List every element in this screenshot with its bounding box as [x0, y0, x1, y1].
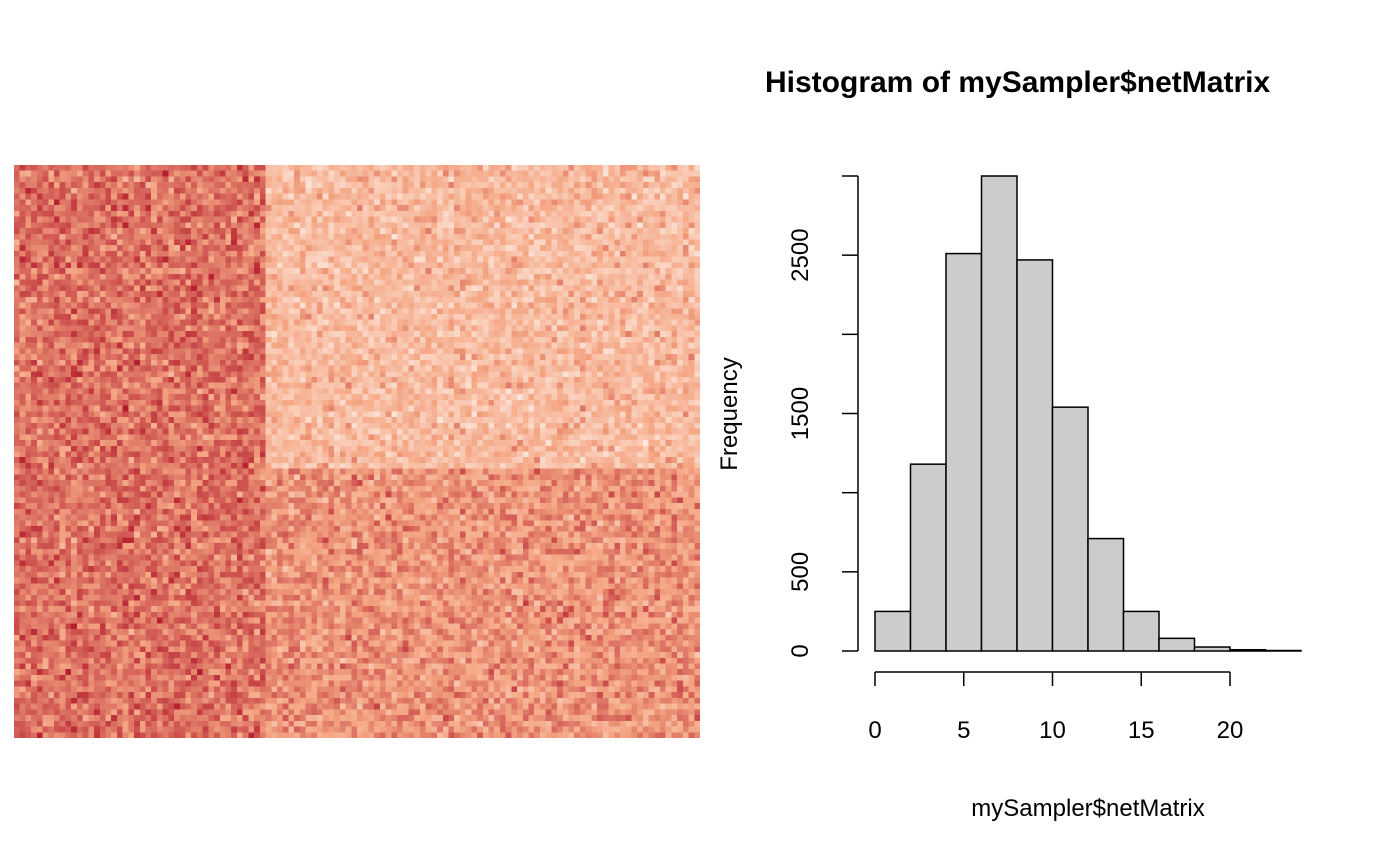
- histogram-bar: [874, 610, 912, 652]
- histogram-bar: [1051, 406, 1089, 652]
- y-tick-label: 0: [787, 644, 814, 657]
- histogram-bar: [1122, 610, 1160, 652]
- y-axis-label: Frequency: [716, 357, 743, 470]
- histogram-bar: [1193, 646, 1231, 652]
- histogram-bar: [909, 463, 947, 652]
- y-tick-label: 2500: [787, 228, 814, 281]
- x-tick-label: 20: [1217, 717, 1244, 744]
- histogram-bar: [1016, 259, 1054, 652]
- heatmap-canvas: [14, 165, 700, 738]
- x-tick-label: 10: [1039, 717, 1066, 744]
- y-tick-label: 1500: [787, 387, 814, 440]
- x-tick-label: 5: [957, 717, 970, 744]
- histogram-bar: [1087, 537, 1125, 652]
- y-axis: 0 500 1500 2500: [787, 175, 859, 658]
- chart-title: Histogram of mySampler$netMatrix: [765, 66, 1270, 99]
- x-axis: 0 5 10 15 20: [868, 671, 1244, 744]
- histogram-bar: [1158, 637, 1196, 652]
- heatmap: [14, 165, 700, 738]
- x-axis-label: mySampler$netMatrix: [971, 795, 1204, 822]
- histogram-bar: [945, 252, 983, 652]
- histogram-bar: [1229, 648, 1267, 652]
- y-tick-label: 500: [787, 552, 814, 592]
- x-tick-label: 0: [868, 717, 881, 744]
- histogram-bar: [980, 175, 1018, 652]
- x-tick-label: 15: [1128, 717, 1155, 744]
- histogram-bars: [874, 175, 1302, 652]
